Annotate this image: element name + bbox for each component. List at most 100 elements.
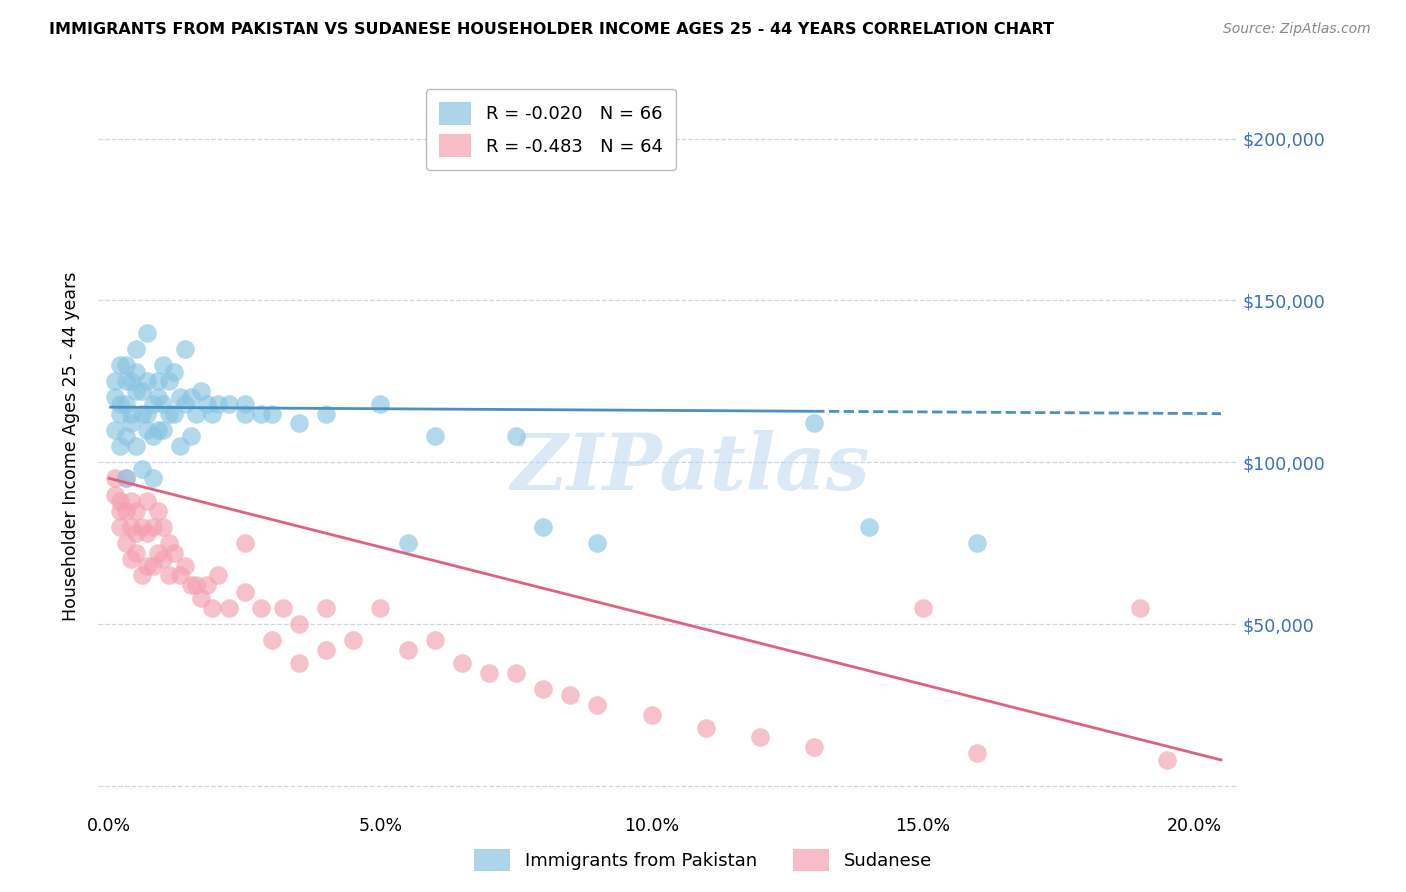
Legend: Immigrants from Pakistan, Sudanese: Immigrants from Pakistan, Sudanese: [467, 842, 939, 879]
Point: [250, 600, 273, 615]
Point: [531, 520, 554, 534]
Point: [560, 688, 582, 702]
Point: [104, 487, 127, 501]
Point: [260, 407, 283, 421]
Point: [288, 656, 311, 670]
Point: [169, 391, 191, 405]
Point: [125, 365, 148, 379]
Point: [201, 600, 224, 615]
Point: [108, 520, 131, 534]
Point: [146, 374, 169, 388]
Point: [114, 397, 136, 411]
Point: [233, 397, 256, 411]
Point: [157, 568, 180, 582]
Point: [169, 568, 191, 582]
Point: [152, 552, 174, 566]
Point: [195, 397, 218, 411]
Point: [142, 397, 165, 411]
Point: [131, 461, 153, 475]
Text: IMMIGRANTS FROM PAKISTAN VS SUDANESE HOUSEHOLDER INCOME AGES 25 - 44 YEARS CORRE: IMMIGRANTS FROM PAKISTAN VS SUDANESE HOU…: [49, 22, 1054, 37]
Point: [152, 397, 174, 411]
Point: [586, 536, 609, 550]
Point: [108, 358, 131, 372]
Point: [450, 656, 472, 670]
Point: [125, 504, 148, 518]
Point: [858, 520, 880, 534]
Point: [370, 397, 392, 411]
Point: [136, 423, 159, 437]
Point: [104, 471, 127, 485]
Point: [125, 439, 148, 453]
Point: [271, 600, 294, 615]
Point: [174, 558, 197, 573]
Point: [423, 429, 446, 443]
Point: [131, 568, 153, 582]
Point: [803, 417, 825, 431]
Point: [157, 407, 180, 421]
Point: [640, 707, 662, 722]
Point: [180, 429, 202, 443]
Point: [136, 374, 159, 388]
Point: [1156, 753, 1178, 767]
Point: [146, 391, 169, 405]
Point: [396, 643, 419, 657]
Point: [911, 600, 934, 615]
Point: [136, 326, 159, 340]
Point: [146, 423, 169, 437]
Point: [142, 429, 165, 443]
Point: [152, 358, 174, 372]
Point: [136, 494, 159, 508]
Point: [288, 617, 311, 632]
Point: [114, 504, 136, 518]
Point: [125, 546, 148, 560]
Point: [120, 552, 142, 566]
Point: [114, 358, 136, 372]
Point: [120, 520, 142, 534]
Point: [1129, 600, 1152, 615]
Point: [201, 407, 224, 421]
Point: [180, 391, 202, 405]
Point: [184, 578, 207, 592]
Point: [152, 423, 174, 437]
Point: [966, 747, 988, 761]
Point: [803, 739, 825, 754]
Legend: R = -0.020   N = 66, R = -0.483   N = 64: R = -0.020 N = 66, R = -0.483 N = 64: [426, 89, 675, 170]
Point: [180, 578, 202, 592]
Point: [749, 731, 772, 745]
Point: [108, 407, 131, 421]
Point: [131, 384, 153, 398]
Point: [120, 374, 142, 388]
Point: [163, 546, 186, 560]
Point: [120, 417, 142, 431]
Point: [114, 536, 136, 550]
Point: [174, 342, 197, 356]
Point: [966, 536, 988, 550]
Point: [125, 526, 148, 541]
Point: [136, 407, 159, 421]
Point: [586, 698, 609, 712]
Point: [207, 568, 229, 582]
Point: [423, 633, 446, 648]
Point: [104, 374, 127, 388]
Point: [531, 681, 554, 696]
Point: [195, 578, 218, 592]
Point: [146, 546, 169, 560]
Point: [157, 374, 180, 388]
Point: [478, 665, 501, 680]
Point: [114, 429, 136, 443]
Point: [142, 471, 165, 485]
Point: [190, 384, 212, 398]
Point: [104, 391, 127, 405]
Point: [315, 643, 337, 657]
Point: [315, 407, 337, 421]
Point: [370, 600, 392, 615]
Point: [342, 633, 364, 648]
Point: [125, 384, 148, 398]
Point: [505, 429, 527, 443]
Y-axis label: Householder Income Ages 25 - 44 years: Householder Income Ages 25 - 44 years: [62, 271, 80, 621]
Point: [114, 374, 136, 388]
Point: [233, 584, 256, 599]
Point: [695, 721, 717, 735]
Point: [288, 417, 311, 431]
Point: [233, 407, 256, 421]
